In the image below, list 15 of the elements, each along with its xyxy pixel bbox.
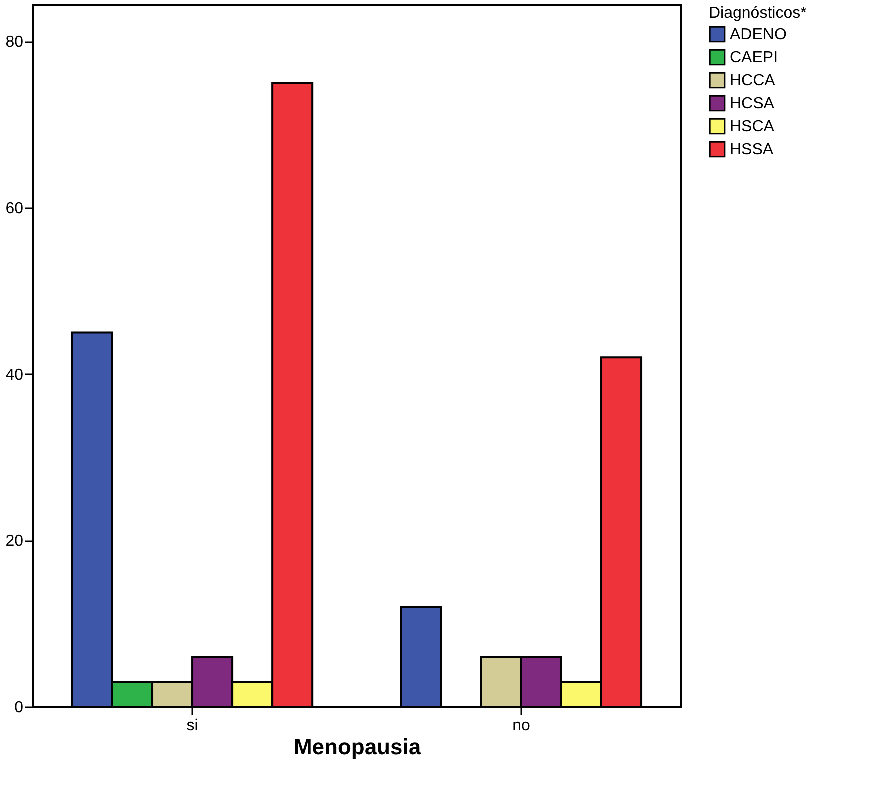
x-tick-label: si [186, 718, 198, 734]
legend-title: Diagnósticos* [709, 5, 807, 22]
legend-label: HCCA [730, 72, 776, 90]
legend-label: HSCA [730, 118, 775, 136]
y-tick-label: 0 [14, 700, 24, 716]
legend-label: CAEPI [730, 50, 778, 66]
y-tick-label: 60 [6, 200, 24, 218]
y-tick-label: 80 [6, 34, 24, 52]
x-tick-label: no [512, 718, 530, 734]
x-axis-title: Menopausia [294, 734, 422, 760]
legend-label: ADENO [730, 26, 787, 44]
y-tick-label: 20 [6, 533, 24, 550]
legend-label: HCSA [730, 96, 775, 112]
y-tick-label: 40 [6, 366, 24, 384]
legend-label: HSSA [730, 142, 774, 158]
